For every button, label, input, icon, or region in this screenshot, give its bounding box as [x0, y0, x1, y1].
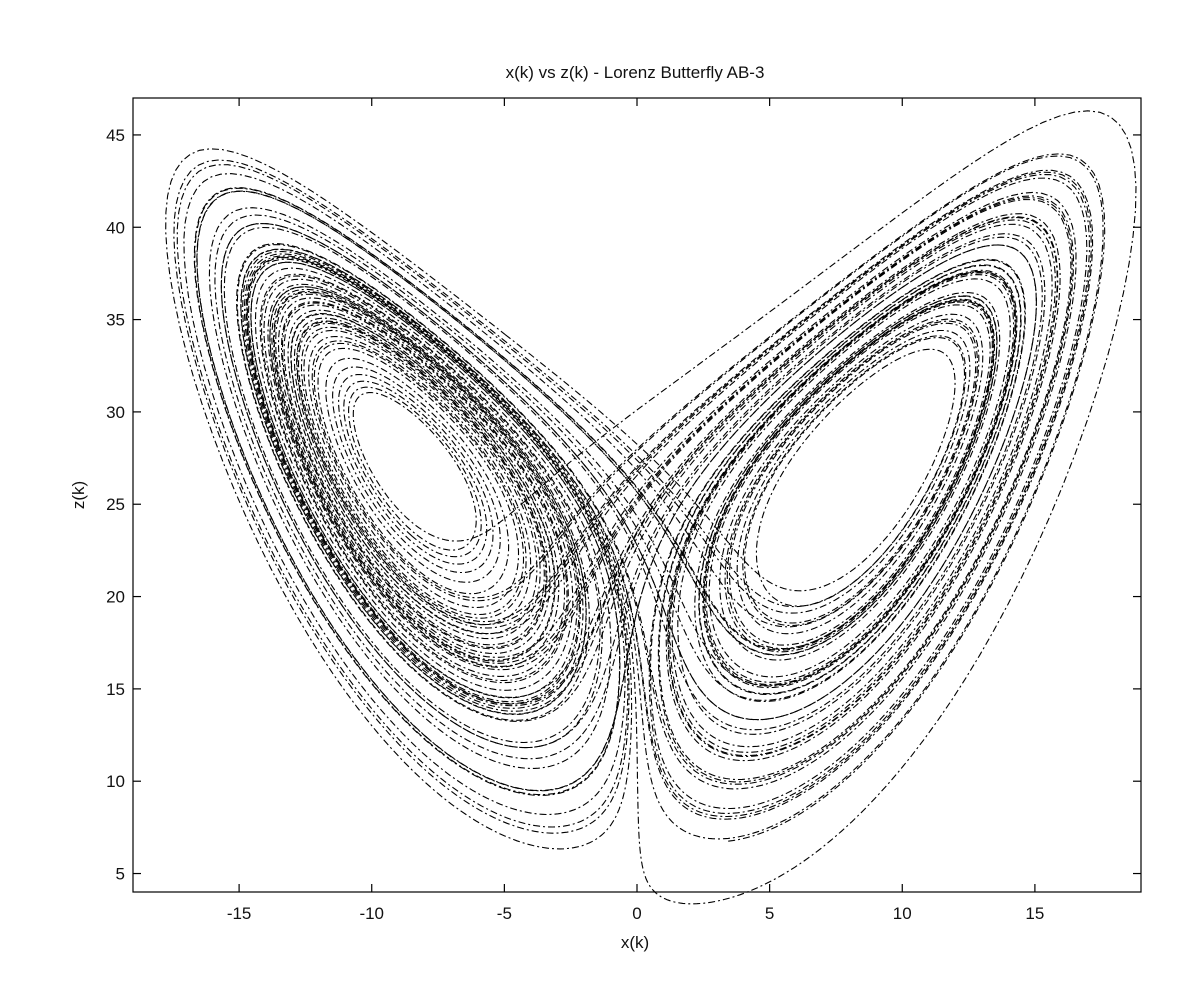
y-tick-label: 30	[106, 403, 125, 422]
trajectory-segment	[183, 153, 1106, 842]
trajectory-segment	[240, 155, 1104, 840]
trajectory-segment	[173, 159, 1059, 834]
y-tick-label: 20	[106, 588, 125, 607]
y-tick-label: 45	[106, 126, 125, 145]
trajectory-segment	[223, 226, 1043, 744]
plot-frame	[132, 97, 1142, 893]
chart-title: x(k) vs z(k) - Lorenz Butterfly AB-3	[506, 63, 765, 82]
trajectory-segment	[236, 110, 1137, 905]
x-tick-label: -5	[497, 904, 512, 923]
x-tick-label: -10	[359, 904, 384, 923]
y-tick-label: 40	[106, 218, 125, 237]
y-tick-label: 15	[106, 680, 125, 699]
trajectory-segment	[196, 190, 1046, 792]
x-tick-label: 5	[765, 904, 774, 923]
y-axis-label: z(k)	[69, 481, 88, 509]
y-tick-label: 5	[116, 865, 125, 884]
x-tick-label: 15	[1025, 904, 1044, 923]
x-tick-label: 0	[632, 904, 641, 923]
plot-area	[165, 110, 1137, 905]
trajectory-segment	[263, 169, 1094, 820]
y-tick-label: 35	[106, 311, 125, 330]
y-tick-label: 10	[106, 772, 125, 791]
x-tick-label: 10	[893, 904, 912, 923]
axis-ticks: -15 -10 -5 0 5 10 15 5 10 15 20 25 30 35 40 45	[106, 98, 1141, 923]
trajectory-segment	[193, 187, 1077, 796]
trajectory-segment	[165, 148, 1090, 850]
trajectory-segment	[196, 190, 1073, 792]
x-axis-label: x(k)	[621, 933, 649, 952]
y-tick-label: 25	[106, 495, 125, 514]
x-tick-label: -15	[227, 904, 252, 923]
